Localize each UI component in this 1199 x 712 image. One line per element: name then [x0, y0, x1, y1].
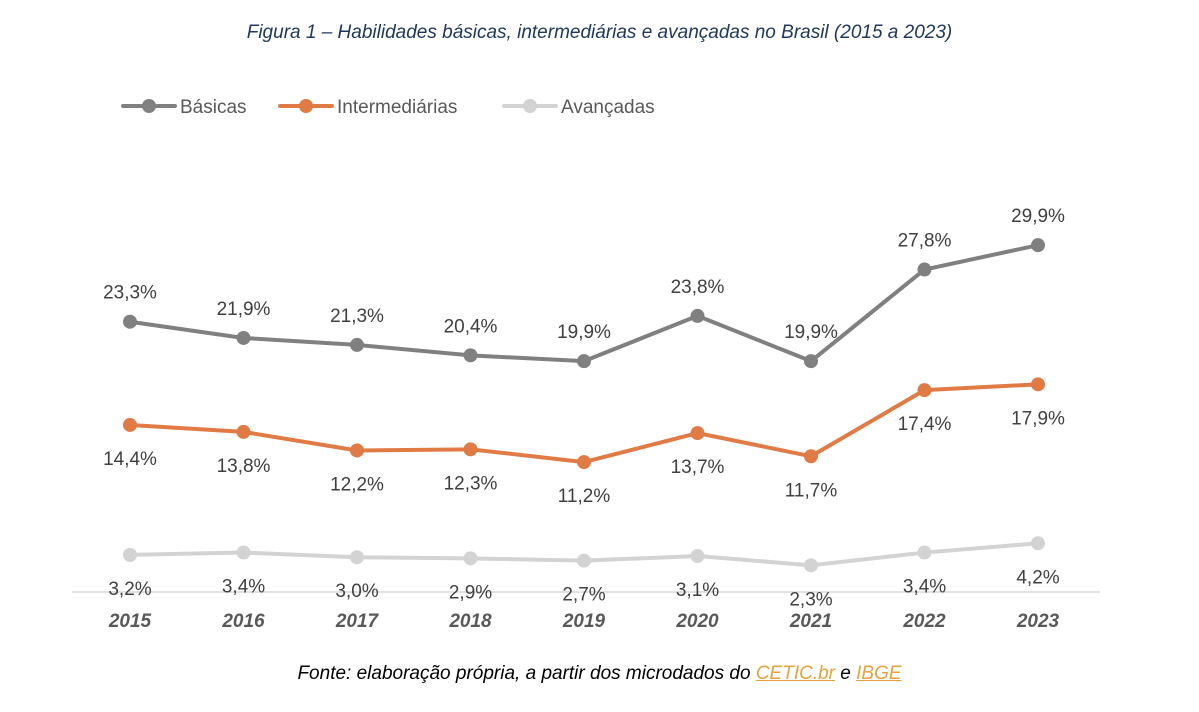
data-point-basicas-2022[interactable]: [917, 262, 932, 277]
data-label-intermediarias-2018: 12,3%: [444, 473, 498, 494]
legend-label: Básicas: [180, 97, 247, 118]
data-point-avancadas-2022[interactable]: [917, 545, 932, 560]
data-label-avancadas-2019: 2,7%: [562, 585, 605, 606]
legend-label: Intermediárias: [337, 97, 457, 118]
data-point-avancadas-2020[interactable]: [690, 549, 705, 564]
legend: Básicas Intermediárias Avançadas: [121, 97, 655, 118]
data-point-avancadas-2018[interactable]: [463, 551, 478, 566]
legend-label: Avançadas: [561, 97, 655, 118]
x-tick-label-2023: 2023: [1016, 611, 1060, 632]
data-label-avancadas-2020: 3,1%: [676, 580, 719, 601]
data-label-avancadas-2021: 2,3%: [789, 589, 832, 610]
ibge-link[interactable]: IBGE: [856, 663, 902, 684]
data-label-intermediarias-2023: 17,9%: [1011, 408, 1065, 429]
x-tick-label-2017: 2017: [335, 611, 380, 632]
legend-swatch-marker: [142, 99, 156, 113]
data-label-basicas-2020: 23,8%: [671, 277, 725, 298]
data-point-avancadas-2021[interactable]: [804, 558, 818, 573]
data-point-avancadas-2015[interactable]: [123, 547, 137, 562]
data-label-basicas-2017: 21,3%: [330, 306, 384, 327]
data-label-basicas-2023: 29,9%: [1011, 206, 1065, 227]
data-point-intermediarias-2019[interactable]: [577, 455, 591, 470]
data-label-avancadas-2018: 2,9%: [449, 582, 492, 603]
data-point-avancadas-2016[interactable]: [236, 545, 251, 560]
x-tick-label-2018: 2018: [448, 611, 492, 632]
series-avancadas: 3,2% 3,4% 3,0% 2,9% 2,7% 3,1% 2,3% 3,4% 4,2%: [108, 536, 1060, 610]
data-label-intermediarias-2015: 14,4%: [103, 449, 157, 470]
source-prefix: Fonte: elaboração própria, a partir dos …: [297, 663, 756, 684]
x-tick-label-2022: 2022: [902, 611, 946, 632]
legend-swatch-marker: [299, 99, 313, 113]
data-point-avancadas-2019[interactable]: [577, 553, 591, 568]
data-label-basicas-2022: 27,8%: [898, 231, 952, 252]
series-basicas: 23,3% 21,9% 21,3% 20,4% 19,9% 23,8% 19,9% 27,8%…: [103, 206, 1065, 369]
data-label-avancadas-2023: 4,2%: [1016, 567, 1059, 588]
data-point-intermediarias-2021[interactable]: [804, 449, 818, 464]
data-label-avancadas-2016: 3,4%: [222, 577, 265, 598]
data-label-basicas-2021: 19,9%: [784, 322, 838, 343]
x-tick-label-2015: 2015: [108, 611, 152, 632]
data-point-avancadas-2017[interactable]: [350, 550, 364, 565]
source-connector: e: [835, 663, 857, 684]
series-layer: 23,3% 21,9% 21,3% 20,4% 19,9% 23,8% 19,9% 27,8%…: [103, 206, 1065, 610]
data-point-avancadas-2023[interactable]: [1031, 536, 1045, 551]
chart-title: Figura 1 – Habilidades básicas, intermed…: [246, 22, 953, 43]
x-axis: 2015 2016 2017 2018 2019 2020 2021 2022 2023: [72, 591, 1100, 632]
data-label-intermediarias-2017: 12,2%: [330, 474, 384, 495]
data-label-basicas-2015: 23,3%: [103, 283, 157, 304]
data-point-basicas-2017[interactable]: [350, 337, 364, 352]
data-point-basicas-2016[interactable]: [236, 330, 251, 345]
data-label-intermediarias-2016: 13,8%: [217, 456, 271, 477]
data-label-intermediarias-2020: 13,7%: [671, 457, 725, 478]
data-label-avancadas-2017: 3,0%: [335, 581, 378, 602]
data-point-intermediarias-2020[interactable]: [690, 426, 705, 441]
data-point-intermediarias-2022[interactable]: [917, 383, 932, 398]
data-label-intermediarias-2021: 11,7%: [785, 480, 838, 501]
data-point-intermediarias-2015[interactable]: [123, 417, 137, 432]
legend-item-intermediarias[interactable]: Intermediárias: [278, 97, 457, 118]
data-point-basicas-2021[interactable]: [804, 354, 818, 369]
series-intermediarias: 14,4% 13,8% 12,2% 12,3% 11,2% 13,7% 11,7% 17,4%…: [103, 377, 1065, 507]
data-label-basicas-2019: 19,9%: [557, 322, 611, 343]
data-point-basicas-2018[interactable]: [463, 348, 478, 363]
x-tick-label-2021: 2021: [789, 611, 832, 632]
data-label-avancadas-2015: 3,2%: [108, 579, 151, 600]
legend-item-avancadas[interactable]: Avançadas: [502, 97, 655, 118]
data-label-basicas-2018: 20,4%: [444, 316, 498, 337]
data-point-intermediarias-2023[interactable]: [1031, 377, 1045, 392]
data-point-intermediarias-2016[interactable]: [236, 424, 251, 439]
legend-swatch-marker: [523, 99, 537, 113]
data-label-basicas-2016: 21,9%: [217, 299, 271, 320]
data-point-intermediarias-2017[interactable]: [350, 443, 364, 458]
data-label-intermediarias-2019: 11,2%: [558, 486, 611, 507]
source-note: Fonte: elaboração própria, a partir dos …: [0, 663, 1199, 685]
x-tick-label-2016: 2016: [221, 611, 265, 632]
data-point-basicas-2019[interactable]: [577, 354, 591, 369]
data-point-basicas-2015[interactable]: [123, 314, 137, 329]
data-label-intermediarias-2022: 17,4%: [898, 414, 952, 435]
data-point-intermediarias-2018[interactable]: [463, 442, 478, 457]
data-point-basicas-2020[interactable]: [690, 308, 705, 323]
x-tick-label-2019: 2019: [562, 611, 606, 632]
legend-item-basicas[interactable]: Básicas: [121, 97, 247, 118]
cetic-link[interactable]: CETIC.br: [755, 663, 836, 684]
x-tick-label-2020: 2020: [675, 611, 719, 632]
data-point-basicas-2023[interactable]: [1031, 238, 1045, 253]
data-label-avancadas-2022: 3,4%: [903, 577, 946, 598]
